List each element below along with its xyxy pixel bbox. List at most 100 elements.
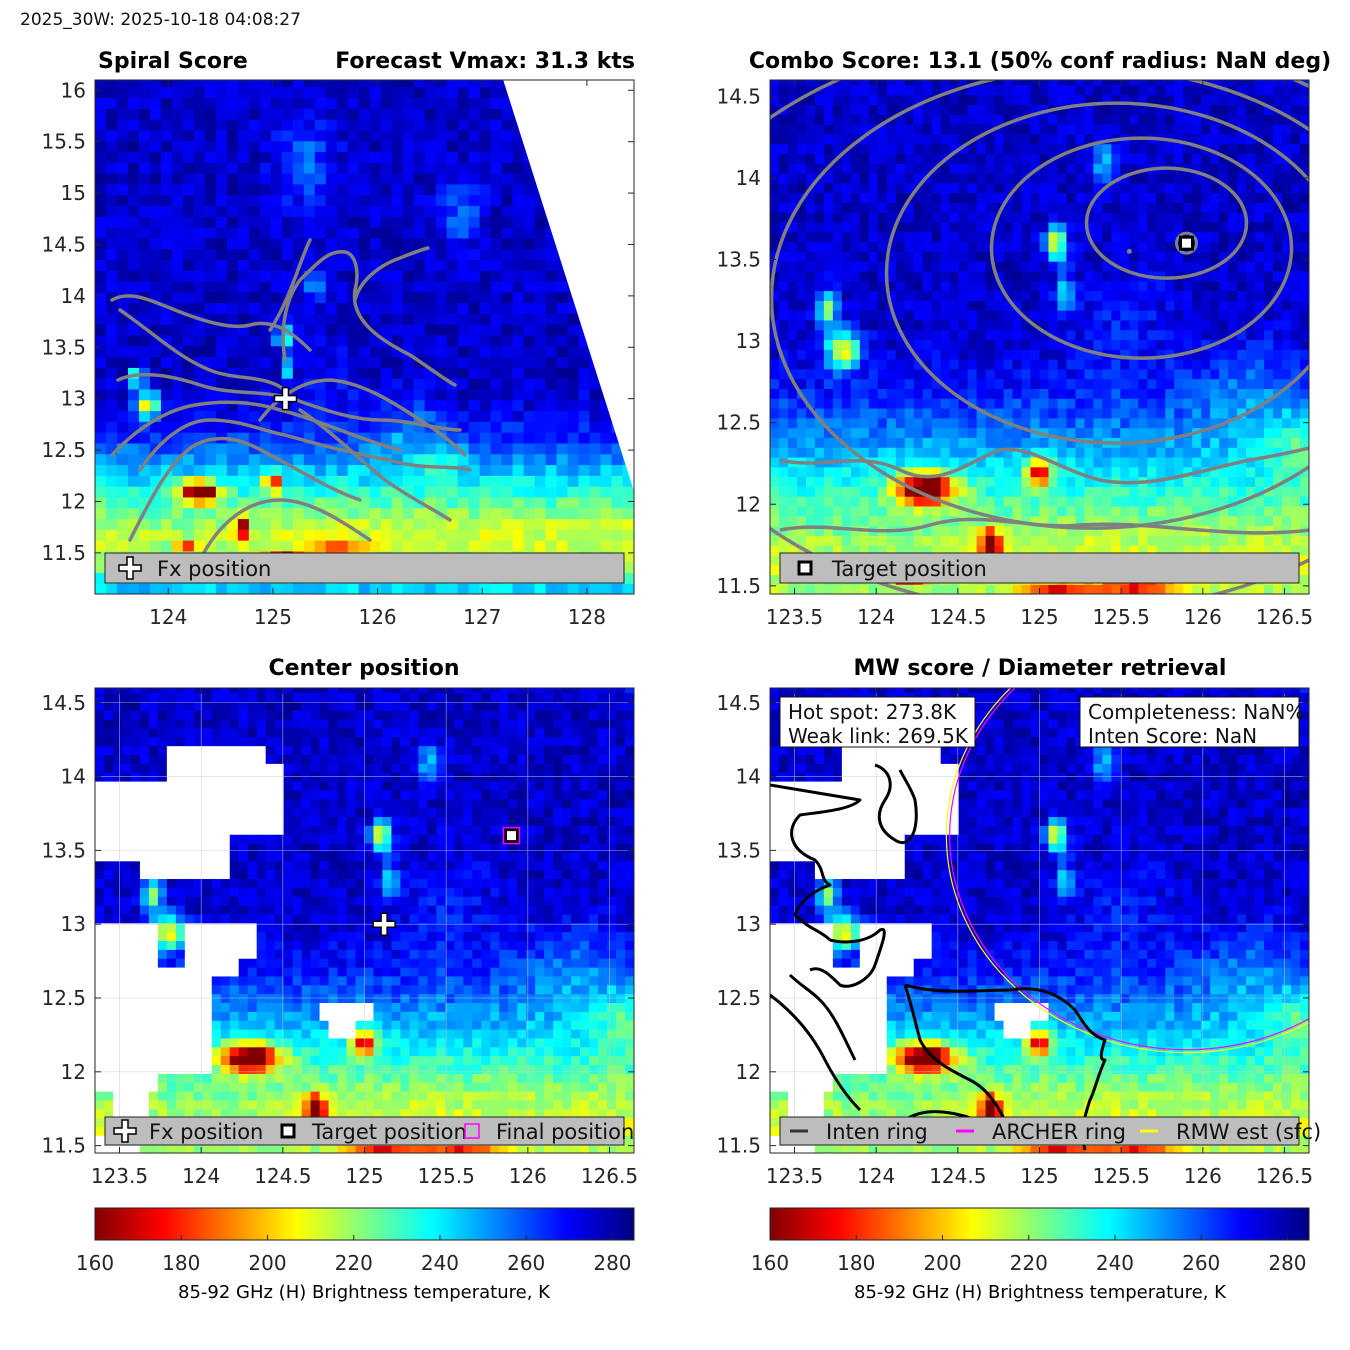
plot-content xyxy=(95,80,634,594)
y-tick-label: 14 xyxy=(61,765,86,789)
y-tick-label: 14 xyxy=(736,765,761,789)
plot-content xyxy=(95,688,634,1153)
swath-gap xyxy=(503,80,634,492)
y-tick-label: 13 xyxy=(61,912,86,936)
tb-cells xyxy=(770,688,1309,1153)
ticks: 123.5 124 124.5 125 125.5 126 126.5 11.5 12 12.5 1… xyxy=(716,688,1313,1188)
fx-position-marker xyxy=(273,386,298,411)
y-tick-label: 15 xyxy=(61,181,86,205)
legend-label: Target position xyxy=(311,1120,467,1144)
x-tick-label: 124.5 xyxy=(929,605,986,629)
combo-contour-1 xyxy=(989,136,1294,360)
y-tick-label: 13.5 xyxy=(41,838,86,862)
info-right-line-0: Completeness: NaN% xyxy=(1088,700,1304,724)
center-position-panel: Center position Fx position Target positi… xyxy=(41,656,638,1188)
colorbar-tick-label: 260 xyxy=(1182,1251,1220,1275)
x-tick-label: 124 xyxy=(857,1164,895,1188)
colorbar-tick-label: 280 xyxy=(1268,1251,1306,1275)
y-tick-label: 12.5 xyxy=(41,438,86,462)
y-tick-label: 12.5 xyxy=(716,986,761,1010)
spiral-contour-8 xyxy=(353,246,430,302)
spiral-contour-4 xyxy=(128,436,362,542)
colorbar-tick-label: 180 xyxy=(162,1251,200,1275)
legend-box xyxy=(779,1116,1300,1146)
x-tick-label: 124 xyxy=(857,605,895,629)
colorbar-label: 85-92 GHz (H) Brightness temperature, K xyxy=(178,1282,551,1303)
colorbar-gradient xyxy=(769,1207,1310,1241)
legend-label: RMW est (sfc) xyxy=(1176,1120,1321,1144)
legend: Inten ring ARCHER ring RMW est (sfc) xyxy=(779,1116,1321,1146)
archer-ring xyxy=(949,688,1309,1051)
forecast-vmax-title: Forecast Vmax: 31.3 kts xyxy=(335,49,635,74)
colorbar-right: 85-92 GHz (H) Brightness temperature, K … xyxy=(751,1207,1310,1303)
y-tick-label: 13 xyxy=(61,387,86,411)
rmw-ring xyxy=(945,688,1309,1054)
combo-small-dot xyxy=(1126,248,1132,254)
y-tick-label: 11.5 xyxy=(41,541,86,565)
y-tick-label: 14.5 xyxy=(716,691,761,715)
y-tick-label: 14.5 xyxy=(41,691,86,715)
spiral-contour-7 xyxy=(281,250,457,387)
target-position-marker xyxy=(504,828,519,844)
x-tick-label: 126.5 xyxy=(1256,1164,1313,1188)
grid-lines xyxy=(95,688,634,1153)
legend-target-symbol xyxy=(797,560,813,576)
x-tick-label: 125 xyxy=(345,1164,383,1188)
colorbar-tick-label: 160 xyxy=(751,1251,789,1275)
combo-contour-0 xyxy=(1084,166,1249,280)
spiral-title: Spiral Score xyxy=(98,49,248,74)
legend: Fx position xyxy=(104,552,625,584)
y-tick-label: 13.5 xyxy=(716,838,761,862)
y-tick-label: 12 xyxy=(61,1060,86,1084)
x-tick-label: 126 xyxy=(1184,605,1222,629)
mw-plot-area: Inten ring ARCHER ring RMW est (sfc) Hot sp… xyxy=(716,687,1321,1188)
x-tick-label: 125 xyxy=(254,605,292,629)
legend-label: Target position xyxy=(831,557,987,581)
x-tick-label: 124.5 xyxy=(929,1164,986,1188)
x-tick-label: 125.5 xyxy=(1093,1164,1150,1188)
y-tick-label: 13 xyxy=(736,329,761,353)
x-tick-label: 124 xyxy=(149,605,187,629)
coastline-0 xyxy=(770,783,886,988)
x-tick-label: 128 xyxy=(568,605,606,629)
y-tick-label: 14.5 xyxy=(41,232,86,256)
markers xyxy=(1179,235,1194,251)
grid-lines xyxy=(770,688,1309,1153)
x-tick-label: 123.5 xyxy=(91,1164,148,1188)
colorbar-tick-label: 220 xyxy=(335,1251,373,1275)
combo-contour-2 xyxy=(884,101,1309,445)
x-tick-label: 124.5 xyxy=(254,1164,311,1188)
coastline-3 xyxy=(788,973,857,1061)
spiral-contour-10 xyxy=(118,308,287,392)
y-tick-label: 11.5 xyxy=(716,1134,761,1158)
center-title: Center position xyxy=(268,656,459,681)
y-tick-label: 12.5 xyxy=(41,986,86,1010)
colorbar-tick-label: 200 xyxy=(248,1251,286,1275)
x-tick-label: 126 xyxy=(1184,1164,1222,1188)
x-tick-label: 126 xyxy=(358,605,396,629)
spiral-plot-area: Fx position 124 125 126 127 128 11.5 12 12.5 13 13… xyxy=(41,78,635,629)
coastlines xyxy=(770,763,1107,1151)
spiral-contour-11 xyxy=(298,408,452,522)
y-tick-label: 12 xyxy=(61,489,86,513)
combo-contour-wave-2 xyxy=(779,517,1309,535)
y-tick-label: 13 xyxy=(736,912,761,936)
final-position-marker xyxy=(502,826,521,845)
legend-label: Inten ring xyxy=(826,1120,928,1144)
legend-fx-symbol xyxy=(113,1119,137,1143)
legend: Target position xyxy=(779,552,1300,584)
x-tick-label: 126.5 xyxy=(581,1164,638,1188)
y-tick-label: 12.5 xyxy=(716,411,761,435)
y-tick-label: 14 xyxy=(736,166,761,190)
fx-position-marker xyxy=(372,912,396,936)
x-tick-label: 124 xyxy=(182,1164,220,1188)
y-tick-label: 11.5 xyxy=(716,574,761,598)
colorbar-left: 85-92 GHz (H) Brightness temperature, K … xyxy=(76,1207,635,1303)
y-tick-label: 12 xyxy=(736,1060,761,1084)
colorbar-label: 85-92 GHz (H) Brightness temperature, K xyxy=(854,1282,1227,1303)
legend-fx-symbol xyxy=(118,556,142,580)
ticks: 123.5 124 124.5 125 125.5 126 126.5 11.5 12 12.5 1… xyxy=(716,80,1313,629)
spiral-contour-3 xyxy=(138,418,472,472)
y-tick-label: 16 xyxy=(61,78,86,102)
